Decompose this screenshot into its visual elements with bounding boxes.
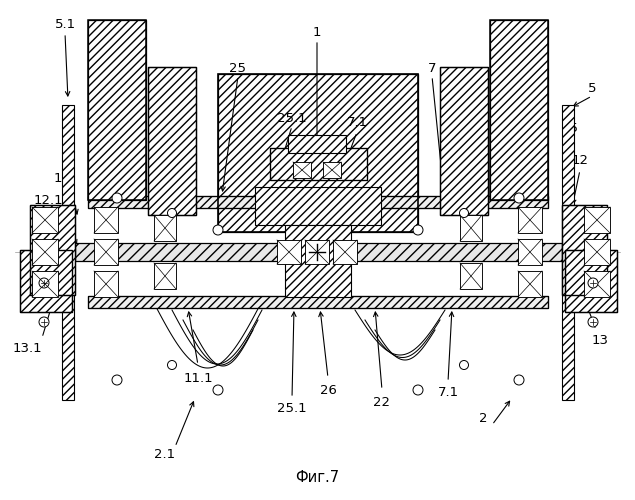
Bar <box>154 215 176 241</box>
Bar <box>88 20 146 200</box>
Text: 2: 2 <box>479 412 487 424</box>
Bar <box>277 240 301 264</box>
Bar <box>490 20 548 200</box>
Bar <box>154 263 176 289</box>
Circle shape <box>514 375 524 385</box>
Bar <box>88 296 548 308</box>
Bar <box>270 148 367 180</box>
Bar <box>518 239 542 265</box>
Bar <box>565 250 617 312</box>
Text: 22: 22 <box>373 396 391 408</box>
Bar <box>323 162 341 178</box>
Bar <box>285 225 351 297</box>
Bar <box>518 271 542 297</box>
Text: 13.1: 13.1 <box>12 342 42 354</box>
Circle shape <box>168 208 177 218</box>
Text: 16: 16 <box>53 172 70 184</box>
Bar <box>20 250 72 312</box>
Text: 12: 12 <box>572 154 589 166</box>
Text: 13: 13 <box>591 334 608 346</box>
Bar <box>94 239 118 265</box>
Text: 7.1: 7.1 <box>438 386 458 398</box>
Text: 25.1: 25.1 <box>277 112 307 124</box>
Text: 11: 11 <box>504 144 521 156</box>
Text: 7.1: 7.1 <box>509 124 531 136</box>
Bar <box>440 67 488 215</box>
Bar <box>518 207 542 233</box>
Bar <box>293 162 311 178</box>
Circle shape <box>39 317 49 327</box>
Text: 25: 25 <box>229 62 246 74</box>
Text: 25.1: 25.1 <box>147 142 177 154</box>
Bar <box>88 296 548 308</box>
Bar <box>88 196 548 208</box>
Bar <box>305 240 329 264</box>
Circle shape <box>413 225 423 235</box>
Text: 26: 26 <box>319 384 337 396</box>
Text: 12.1: 12.1 <box>33 194 63 206</box>
Circle shape <box>112 193 122 203</box>
Bar <box>565 250 617 312</box>
Bar <box>218 74 418 232</box>
Text: 2.1: 2.1 <box>154 448 175 462</box>
Bar <box>333 240 357 264</box>
Bar <box>94 271 118 297</box>
Bar <box>148 67 196 215</box>
Bar <box>62 105 74 400</box>
Circle shape <box>514 193 524 203</box>
Bar <box>490 20 548 200</box>
Bar <box>30 205 75 295</box>
Bar <box>88 196 548 208</box>
Bar <box>148 67 196 215</box>
Text: 7.1: 7.1 <box>347 116 368 128</box>
Bar <box>562 105 574 400</box>
Bar <box>440 67 488 215</box>
Circle shape <box>39 278 49 288</box>
Text: 25.1: 25.1 <box>277 402 307 414</box>
Bar <box>32 271 58 297</box>
Bar <box>32 207 58 233</box>
Bar <box>584 239 610 265</box>
Bar <box>584 207 610 233</box>
Bar <box>94 207 118 233</box>
Text: 11.1: 11.1 <box>183 372 213 384</box>
Text: 5.1: 5.1 <box>55 18 76 32</box>
Bar <box>255 187 381 225</box>
Text: 1: 1 <box>313 26 321 38</box>
Text: 5: 5 <box>588 82 596 94</box>
Bar <box>460 263 482 289</box>
Text: 15: 15 <box>561 122 578 134</box>
Bar <box>562 205 607 295</box>
Circle shape <box>213 385 223 395</box>
Bar <box>288 135 346 153</box>
Circle shape <box>168 360 177 370</box>
Bar <box>75 243 562 261</box>
Bar <box>20 250 72 312</box>
Text: Фиг.7: Фиг.7 <box>295 470 339 484</box>
Text: 7: 7 <box>428 62 436 74</box>
Circle shape <box>460 208 469 218</box>
Bar <box>562 205 607 295</box>
Bar <box>270 148 367 180</box>
Bar <box>584 271 610 297</box>
Bar <box>460 215 482 241</box>
Bar <box>32 239 58 265</box>
Circle shape <box>460 360 469 370</box>
Circle shape <box>588 317 598 327</box>
Circle shape <box>213 225 223 235</box>
Circle shape <box>413 385 423 395</box>
Circle shape <box>588 278 598 288</box>
Bar <box>218 74 418 232</box>
Bar <box>30 205 75 295</box>
Bar <box>88 20 146 200</box>
Circle shape <box>112 375 122 385</box>
